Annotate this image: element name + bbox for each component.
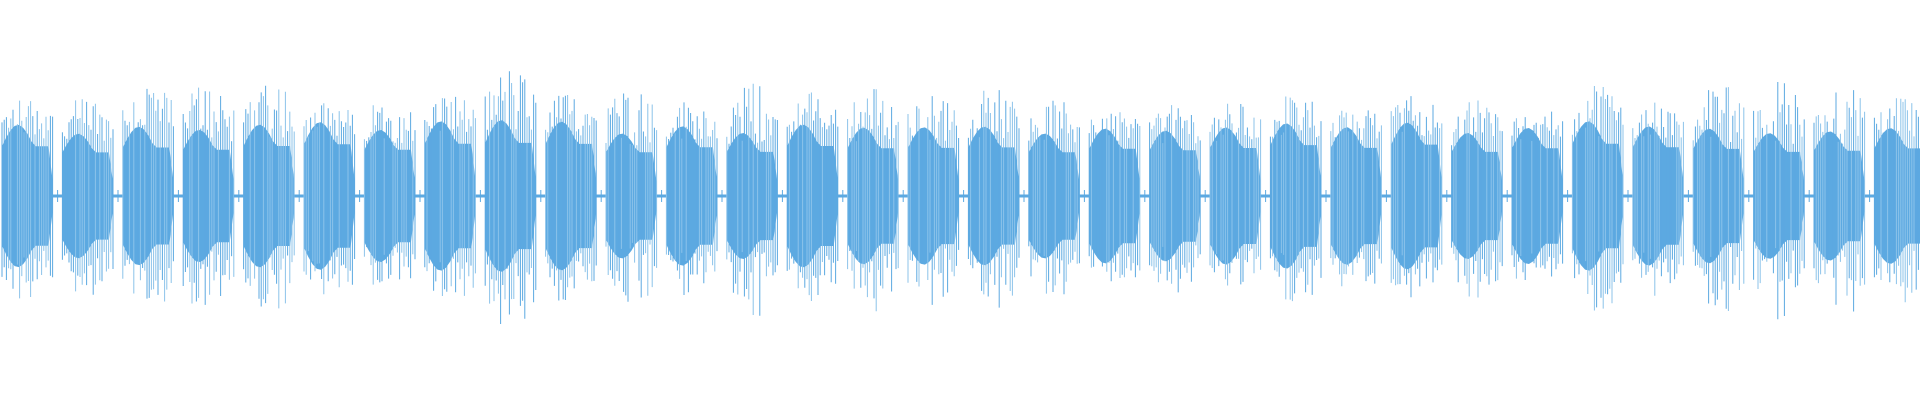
waveform-core xyxy=(606,133,657,259)
waveform-core xyxy=(183,130,234,262)
waveform-core xyxy=(1149,130,1201,262)
waveform-core xyxy=(787,124,838,268)
waveform-core xyxy=(122,126,174,266)
waveform-core xyxy=(364,130,416,262)
waveform-core xyxy=(1693,128,1744,264)
waveform-core xyxy=(424,121,476,271)
waveform-core xyxy=(1210,127,1261,265)
waveform-core xyxy=(1753,133,1805,259)
waveform-core xyxy=(726,133,778,259)
waveform-core xyxy=(1089,128,1140,264)
waveform-core xyxy=(666,126,718,266)
waveform-core xyxy=(243,124,295,268)
waveform-core xyxy=(1632,126,1684,266)
waveform-core xyxy=(62,133,114,259)
waveform-core xyxy=(908,127,959,265)
waveform-core xyxy=(1270,123,1322,269)
waveform-core xyxy=(1451,133,1503,259)
waveform-core xyxy=(1512,128,1563,264)
waveform-core xyxy=(1572,121,1624,271)
waveform-core xyxy=(545,121,597,271)
waveform-core xyxy=(1028,133,1080,259)
waveform-core xyxy=(968,126,1020,266)
waveform-core xyxy=(1814,131,1865,261)
waveform-core xyxy=(1330,127,1382,265)
waveform-core xyxy=(485,120,536,272)
waveform-core xyxy=(1391,122,1442,270)
waveform-core xyxy=(847,127,899,265)
waveform-core xyxy=(2,124,53,268)
waveform-core xyxy=(304,122,355,270)
